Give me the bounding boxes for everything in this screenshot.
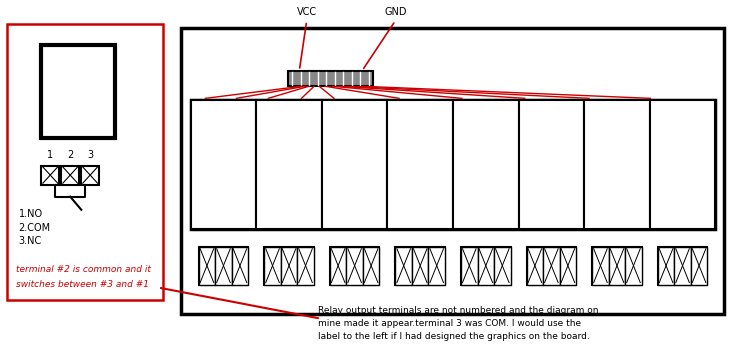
Bar [527,247,576,285]
Bar [330,247,379,285]
Text: 3.NC: 3.NC [18,237,41,246]
Bar [429,247,445,285]
Bar [61,166,79,185]
Bar [191,100,256,229]
Bar [674,247,691,285]
Bar [395,247,445,285]
Bar [181,28,724,314]
Bar [543,247,559,285]
Text: switches between #3 and #1: switches between #3 and #1 [16,280,149,289]
Bar [584,100,650,229]
Bar [199,247,248,285]
Bar [527,247,543,285]
Bar [650,100,715,229]
Bar [81,166,99,185]
Text: 2.COM: 2.COM [18,223,50,233]
Bar [412,247,429,285]
Bar [363,247,379,285]
Text: 2: 2 [67,150,73,160]
Bar [41,166,59,185]
Text: 1.NO: 1.NO [18,209,43,219]
Bar [461,247,511,285]
Bar [477,247,494,285]
Bar [519,100,584,229]
Bar [387,100,453,229]
Text: VCC: VCC [296,7,317,17]
Bar [256,100,322,229]
Text: label to the left if I had designed the graphics on the board.: label to the left if I had designed the … [318,332,590,341]
Bar [265,247,281,285]
Bar [609,247,625,285]
Bar [232,247,248,285]
Text: terminal #2 is common and it: terminal #2 is common and it [16,265,151,274]
Bar [461,247,477,285]
Bar [281,247,297,285]
Bar [453,100,519,229]
Bar [215,247,232,285]
Bar [347,247,363,285]
Bar [592,247,609,285]
Bar [191,100,715,229]
Bar [322,100,387,229]
Bar [41,45,115,138]
Bar [494,247,511,285]
Bar [691,247,707,285]
Bar [658,247,674,285]
Bar [559,247,576,285]
Bar [395,247,412,285]
Bar [288,71,373,86]
Text: Relay output terminals are not numbered and the diagram on: Relay output terminals are not numbered … [318,306,599,315]
Text: GND: GND [384,7,406,17]
Bar [7,24,163,300]
Bar [199,247,215,285]
Bar [625,247,641,285]
Text: 1: 1 [47,150,53,160]
Bar [265,247,314,285]
Text: 3: 3 [87,150,93,160]
Bar [297,247,314,285]
Text: mine made it appear.terminal 3 was COM. I would use the: mine made it appear.terminal 3 was COM. … [318,319,581,328]
Bar [658,247,707,285]
Bar [330,247,347,285]
Bar [592,247,641,285]
